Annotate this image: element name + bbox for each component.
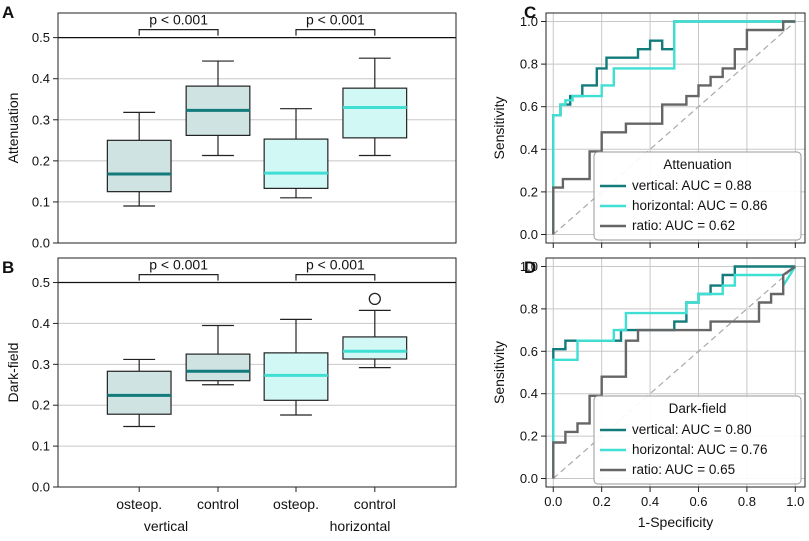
x-category-label: osteop. [273, 496, 319, 512]
y-axis-label: Dark-field [5, 343, 21, 403]
legend-title: Attenuation [663, 157, 731, 172]
y-axis-label: Attenuation [5, 93, 21, 164]
legend-box [593, 395, 802, 485]
significance-bracket [295, 29, 376, 36]
y-tick-label: 0.1 [32, 439, 50, 454]
outlier-point [368, 292, 381, 306]
legend-entry-horizontal: horizontal: AUC = 0.86 [632, 198, 767, 213]
significance-label: p < 0.001 [306, 257, 365, 273]
x-tick-label: 1.0 [786, 494, 804, 509]
box [342, 87, 408, 139]
panel-letter-c: C [524, 3, 536, 22]
y-tick-label: 0.5 [32, 275, 50, 290]
x-tick-label: 0.0 [544, 494, 562, 509]
group-label-vertical: vertical [144, 518, 188, 534]
significance-bracket [138, 29, 219, 36]
roc-curve-ratio [552, 20, 796, 235]
y-tick-label: 0.0 [32, 236, 50, 251]
roc-curve-horizontal [552, 265, 797, 479]
axes-frame [57, 257, 457, 488]
x-tick-label: 0.8 [738, 494, 756, 509]
y-tick-label: 0.8 [520, 57, 538, 72]
y-tick-label: 0.0 [32, 480, 50, 495]
axes-frame [545, 12, 806, 244]
roc-curve-horizontal [552, 20, 796, 235]
legend-box [593, 151, 802, 241]
box [185, 353, 251, 382]
y-tick-label: 0.3 [32, 112, 50, 127]
legend-entry-ratio: ratio: AUC = 0.62 [632, 218, 735, 233]
box [342, 336, 408, 360]
significance-bracket [138, 273, 219, 281]
y-tick-label: 0.4 [32, 316, 50, 331]
legend-title: Dark-field [669, 401, 727, 416]
panel-letter-d: D [524, 258, 536, 277]
y-axis-label: Sensitivity [491, 96, 507, 159]
panel-a-attenuation-boxplot: 0.0 0.1 0.2 0.3 0.4 0.5 Attenuation p < 0.001 p … [5, 12, 457, 251]
y-tick-label: 0.2 [32, 398, 50, 413]
legend-entry-vertical: vertical: AUC = 0.88 [632, 178, 752, 193]
y-tick-label: 0.0 [520, 471, 538, 486]
box [106, 139, 172, 193]
box [263, 138, 329, 189]
panel-c-attenuation-roc: 0.0 0.2 0.4 0.6 0.8 1.0 Sensitivity Attenuation… [491, 12, 806, 248]
y-tick-label: 0.3 [32, 357, 50, 372]
roc-curve-ratio [552, 265, 796, 479]
y-tick-label: 0.2 [520, 184, 538, 199]
y-tick-label: 0.4 [32, 71, 50, 86]
legend-entry-ratio: ratio: AUC = 0.65 [632, 462, 735, 477]
y-tick-label: 0.4 [520, 142, 538, 157]
x-tick-label: 0.4 [641, 494, 659, 509]
y-tick-label: 1.0 [520, 14, 538, 29]
x-tick-label: 0.6 [689, 494, 707, 509]
x-category-label: control [197, 496, 239, 512]
x-tick-label: 0.2 [593, 494, 611, 509]
x-axis-label: 1-Specificity [638, 514, 713, 530]
axes-frame [57, 12, 457, 244]
panel-d-darkfield-roc: 0.0 0.0 0.2 0.2 0.4 0.4 0.6 0.6 0.8 0.8 1.0 1.0 Sens… [491, 257, 806, 530]
significance-label: p < 0.001 [149, 12, 208, 28]
significance-label: p < 0.001 [306, 12, 365, 28]
group-label-horizontal: horizontal [330, 518, 391, 534]
panel-b-darkfield-boxplot: 0.0 0.1 0.2 0.3 0.4 0.5 Dark-field osteop. contr… [5, 257, 457, 512]
x-category-label: osteop. [116, 496, 162, 512]
panel-letter-a: A [2, 3, 14, 22]
y-tick-label: 0.2 [32, 153, 50, 168]
y-tick-label: 0.0 [520, 227, 538, 242]
significance-label: p < 0.001 [149, 257, 208, 273]
significance-bracket [295, 273, 376, 281]
panel-letter-b: B [2, 258, 14, 277]
y-tick-label: 0.4 [520, 386, 538, 401]
y-tick-label: 0.2 [520, 429, 538, 444]
box [106, 370, 172, 415]
x-category-label: control [354, 496, 396, 512]
axes-frame [545, 257, 806, 488]
y-tick-label: 0.6 [520, 344, 538, 359]
y-tick-label: 0.6 [520, 99, 538, 114]
y-axis-label: Sensitivity [491, 341, 507, 404]
legend-entry-vertical: vertical: AUC = 0.80 [632, 422, 752, 437]
y-tick-label: 0.1 [32, 194, 50, 209]
y-tick-label: 0.8 [520, 301, 538, 316]
y-tick-label: 0.5 [32, 30, 50, 45]
legend-entry-horizontal: horizontal: AUC = 0.76 [632, 442, 767, 457]
y-tick-label: 1.0 [520, 259, 538, 274]
